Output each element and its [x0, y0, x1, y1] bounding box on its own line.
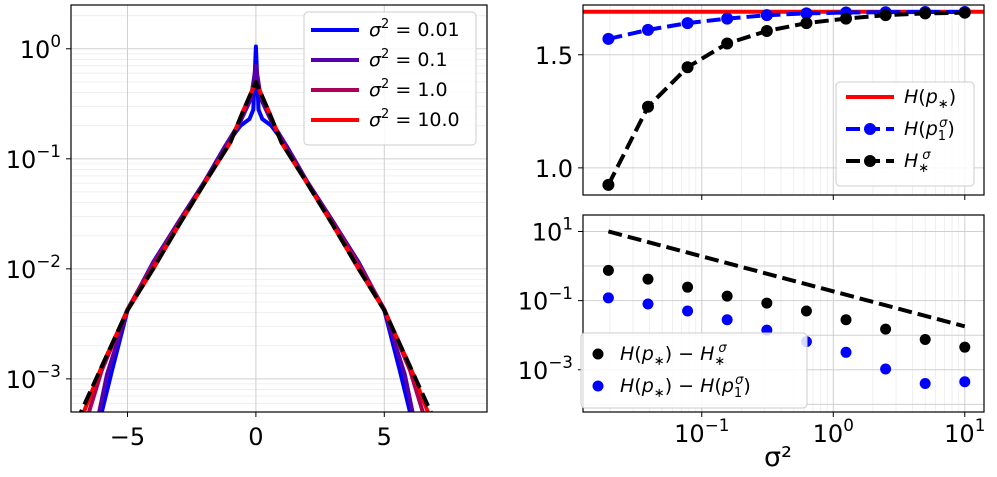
entropy-point	[681, 61, 694, 74]
density-y-tick-label: 10−1	[6, 141, 61, 174]
entropy-ticks: 1.0 1.5	[535, 42, 966, 200]
gap-y-tick-label: 101	[532, 214, 573, 247]
entropy-series-line	[606, 10, 965, 186]
gap-point	[959, 376, 971, 388]
gap-xlabel: σ²	[764, 442, 792, 473]
density-y-tick-label: 10−2	[6, 251, 61, 284]
gap-point	[602, 264, 614, 276]
gap-y-tick-label: 10−1	[518, 283, 573, 316]
entropy-y-tick-label: 1.5	[535, 42, 573, 70]
entropy-legend-label: H(p∗)	[904, 86, 956, 112]
entropy-plot-area	[583, 6, 984, 191]
gap-series-group	[602, 229, 971, 390]
density-series-group	[78, 44, 433, 412]
gap-point	[880, 363, 892, 375]
entropy-legend-label: H∗σ	[904, 148, 931, 176]
entropy-point	[840, 12, 853, 25]
gap-point	[959, 341, 971, 353]
gap-reference-line	[607, 229, 966, 329]
gap-x-tick-label: 101	[944, 415, 985, 448]
entropy-point	[760, 9, 773, 22]
gap-legend: H(p∗) − H∗σ H(p∗) − H(p1σ)	[580, 332, 808, 409]
density-legend-label: σ2 = 1.0	[369, 77, 448, 101]
gap-axes-frame	[582, 214, 985, 413]
entropy-point	[919, 7, 932, 20]
density-series-line	[78, 79, 433, 412]
entropy-point	[681, 17, 694, 30]
gap-ticks: 10−1 100 101 10−3 10−1 101	[518, 214, 986, 448]
gap-legend-box	[580, 332, 808, 409]
gap-point	[721, 314, 733, 326]
entropy-point	[958, 6, 971, 19]
entropy-series-group	[583, 6, 984, 191]
gap-legend-marker	[592, 348, 604, 360]
gap-point	[642, 273, 654, 285]
entropy-legend-marker	[864, 155, 876, 167]
gap-point	[682, 305, 694, 317]
density-legend-label: σ2 = 10.0	[369, 107, 460, 131]
entropy-panel: 1.0 1.5 H(p∗) H(p1σ) H∗σ	[535, 4, 985, 200]
density-plot-area	[78, 44, 433, 412]
entropy-y-tick-label: 1.0	[535, 155, 573, 183]
density-x-tick-label: 5	[377, 423, 392, 451]
gap-legend-label: H(p∗) − H∗σ	[620, 341, 727, 369]
entropy-point	[721, 12, 734, 25]
gap-point	[602, 292, 614, 304]
entropy-point	[760, 25, 773, 38]
entropy-series-line	[607, 10, 965, 41]
entropy-axes-frame	[582, 4, 985, 196]
density-ticks: −5 0 5 10−3 10−2 10−1 100	[6, 31, 392, 451]
entropy-legend-label: H(p1σ)	[904, 116, 955, 144]
gap-point	[840, 346, 852, 358]
gap-point	[919, 378, 931, 390]
entropy-point	[721, 37, 734, 50]
gap-x-tick-label: 10−1	[674, 415, 729, 448]
density-legend-label: σ2 = 0.1	[369, 47, 448, 71]
density-x-tick-label: −5	[110, 423, 145, 451]
density-legend-box	[303, 11, 477, 146]
density-y-tick-label: 10−3	[6, 361, 61, 394]
gap-point	[721, 290, 733, 302]
density-x-tick-label: 0	[248, 423, 263, 451]
gap-legend-label: H(p∗) − H(p1σ)	[620, 373, 751, 401]
gap-legend-marker	[592, 380, 604, 392]
entropy-point	[641, 100, 654, 113]
entropy-point	[641, 23, 654, 36]
gap-x-tick-label: 100	[813, 415, 854, 448]
entropy-legend: H(p∗) H(p1σ) H∗σ	[835, 81, 975, 187]
entropy-point	[879, 9, 892, 22]
density-axes-frame	[70, 4, 488, 413]
gap-point	[682, 281, 694, 293]
entropy-point	[602, 178, 615, 191]
gap-point	[761, 297, 773, 309]
gap-point	[800, 305, 812, 317]
gap-point	[919, 334, 931, 346]
entropy-point	[800, 17, 813, 30]
gap-point	[642, 298, 654, 310]
entropy-legend-marker	[864, 123, 876, 135]
density-legend: σ2 = 0.01 σ2 = 0.1 σ2 = 1.0 σ2 = 10.0	[303, 11, 477, 146]
gap-point	[840, 314, 852, 326]
entropy-point	[602, 32, 615, 45]
density-y-tick-label: 100	[20, 31, 61, 64]
gap-y-tick-label: 10−3	[518, 352, 573, 385]
density-legend-label: σ2 = 0.01	[369, 17, 460, 41]
gap-plot-area	[602, 229, 971, 390]
gap-point	[880, 323, 892, 335]
entropy-point	[800, 7, 813, 20]
